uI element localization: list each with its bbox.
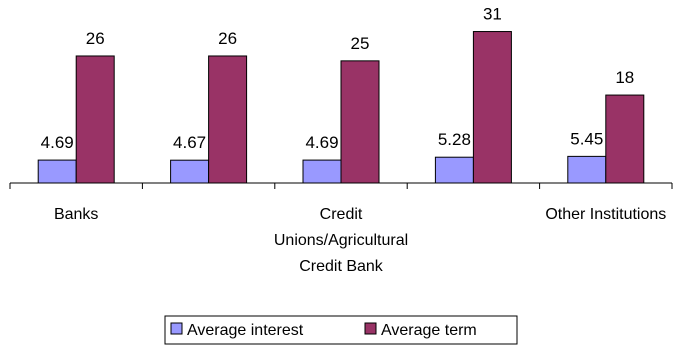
bars: [37, 31, 645, 184]
data-label: 4.67: [173, 133, 206, 152]
category-label: Credit Bank: [299, 258, 384, 275]
data-label: 18: [615, 68, 634, 87]
bar-average-interest: [37, 159, 77, 184]
category-label: Credit: [320, 206, 363, 223]
data-label: 4.69: [305, 133, 338, 152]
data-label: 5.45: [570, 129, 603, 148]
bar-average-term: [208, 55, 248, 184]
bar-average-term: [472, 31, 512, 184]
bar-average-interest: [434, 156, 474, 184]
data-label: 4.69: [41, 133, 74, 152]
legend-swatch-average-term: [364, 322, 377, 335]
bar-average-interest: [302, 159, 342, 184]
data-label: 26: [218, 29, 237, 48]
bar-average-term: [605, 94, 645, 184]
legend-label-average-interest: Average interest: [187, 322, 304, 339]
x-axis-ticks: [9, 183, 673, 189]
category-label: Banks: [54, 206, 98, 223]
data-label: 5.28: [438, 130, 471, 149]
legend-swatch-average-interest: [170, 322, 183, 335]
data-labels: 4.69 4.67 4.69 5.28 5.45 26 26 25 31 18: [41, 5, 635, 153]
category-labels: Banks Credit Unions/Agricultural Credit Ban…: [54, 206, 666, 275]
bar-average-term: [75, 55, 115, 184]
legend-label-average-term: Average term: [381, 322, 477, 339]
legend-box: [164, 315, 518, 345]
category-label: Other Institutions: [545, 206, 666, 223]
bar-average-interest: [567, 155, 607, 184]
data-label: 25: [351, 34, 370, 53]
legend: Average interest Average term: [164, 315, 518, 345]
data-label: 26: [86, 29, 105, 48]
bar-average-term: [340, 60, 380, 184]
category-label: Unions/Agricultural: [274, 232, 408, 249]
bar-average-interest: [170, 159, 210, 184]
data-label: 31: [483, 5, 502, 24]
